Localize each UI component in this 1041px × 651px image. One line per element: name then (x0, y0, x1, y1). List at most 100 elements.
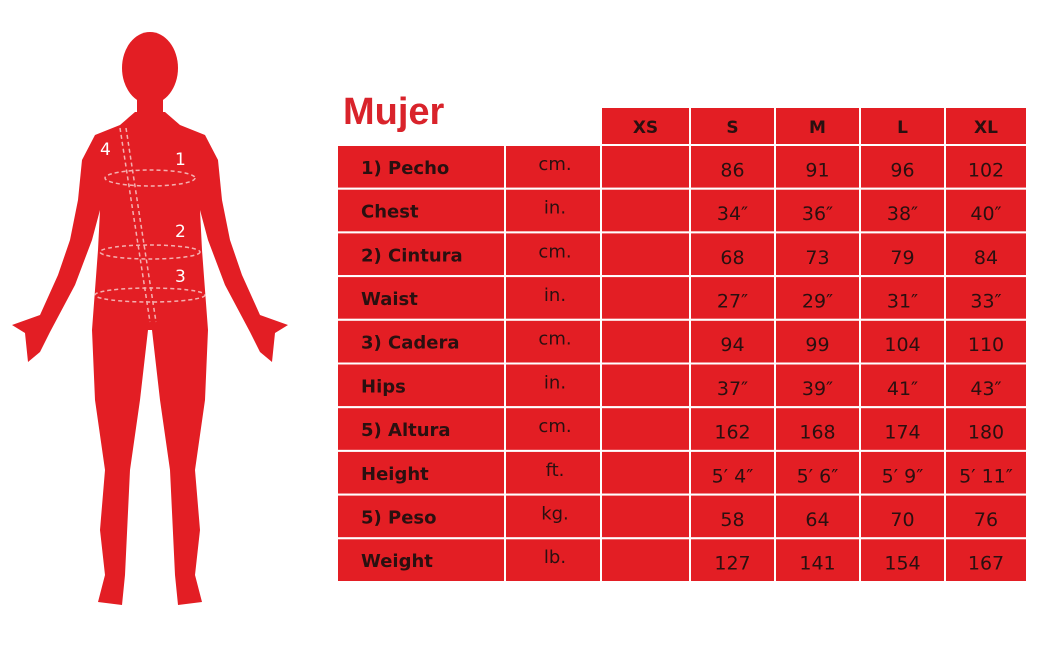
label-cell (336, 406, 506, 452)
value-cell (600, 493, 691, 540)
value-cell (600, 144, 691, 190)
row-label: Hips (361, 376, 406, 397)
value-cell (944, 449, 1028, 496)
value-cell (944, 144, 1028, 190)
label-cell (336, 449, 506, 496)
size-value: 41″ (887, 378, 918, 400)
size-value: 37″ (717, 378, 748, 400)
value-cell (944, 231, 1028, 278)
row-label: 3) Cadera (361, 333, 460, 354)
figure-label: 1 (175, 150, 186, 170)
size-value: 127 (714, 553, 750, 575)
size-value: 39″ (802, 378, 833, 400)
size-header: XS (633, 118, 658, 138)
value-cell (774, 144, 861, 190)
value-cell (689, 362, 776, 409)
size-header: L (897, 118, 908, 138)
row-unit: in. (544, 372, 566, 393)
size-value: 68 (720, 247, 744, 269)
size-value: 5′ 6″ (797, 465, 839, 487)
size-value: 86 (720, 159, 744, 181)
size-value: 73 (805, 247, 829, 269)
value-cell (600, 449, 691, 496)
size-value: 27″ (717, 290, 748, 312)
value-cell (859, 362, 946, 409)
row-unit: lb. (544, 547, 566, 568)
size-value: 58 (720, 509, 744, 531)
value-cell (944, 318, 1028, 365)
value-cell (689, 449, 776, 496)
value-cell (944, 493, 1028, 540)
value-cell (600, 275, 691, 321)
unit-cell (504, 449, 602, 496)
unit-cell (504, 144, 602, 190)
value-cell (774, 493, 861, 540)
value-cell (689, 537, 776, 583)
row-label: 1) Pecho (361, 158, 449, 179)
row-label: Weight (361, 551, 433, 572)
size-value: 5′ 11″ (959, 465, 1013, 487)
row-unit: cm. (538, 416, 571, 437)
value-cell (944, 362, 1028, 409)
figure-label: 4 (100, 140, 111, 160)
row-unit: cm. (538, 154, 571, 175)
size-value: 94 (720, 334, 744, 356)
label-cell (336, 537, 506, 583)
size-value: 38″ (887, 203, 918, 225)
row-unit: in. (544, 285, 566, 306)
size-value: 91 (805, 159, 829, 181)
size-value: 162 (714, 422, 750, 444)
size-header: S (726, 118, 738, 138)
value-cell (689, 231, 776, 278)
size-header: M (809, 118, 826, 138)
size-value: 110 (968, 334, 1004, 356)
row-unit: cm. (538, 241, 571, 262)
size-value: 34″ (717, 203, 748, 225)
size-value: 167 (968, 553, 1004, 575)
size-value: 70 (890, 509, 914, 531)
value-cell (689, 406, 776, 452)
size-value: 104 (884, 334, 920, 356)
label-cell (336, 187, 506, 234)
size-value: 99 (805, 334, 829, 356)
size-value: 174 (884, 422, 920, 444)
size-value: 40″ (970, 203, 1001, 225)
value-cell (944, 275, 1028, 321)
size-value: 43″ (970, 378, 1001, 400)
value-cell (859, 537, 946, 583)
value-cell (944, 187, 1028, 234)
unit-cell (504, 493, 602, 540)
size-value: 76 (974, 509, 998, 531)
size-value: 84 (974, 247, 998, 269)
value-cell (859, 493, 946, 540)
row-unit: kg. (541, 503, 569, 524)
value-cell (600, 537, 691, 583)
size-value: 33″ (970, 290, 1001, 312)
value-cell (600, 362, 691, 409)
figure-label: 2 (175, 222, 186, 242)
size-value: 5′ 4″ (712, 465, 754, 487)
label-cell (336, 231, 506, 278)
unit-cell (504, 537, 602, 583)
size-value: 180 (968, 422, 1004, 444)
row-label: 5) Altura (361, 420, 451, 441)
row-label: Waist (361, 289, 418, 310)
row-unit: cm. (538, 329, 571, 350)
row-unit: in. (544, 198, 566, 219)
label-cell (336, 493, 506, 540)
value-cell (859, 231, 946, 278)
header-cell (689, 106, 776, 146)
body-figure: 1 2 3 4 (12, 32, 288, 605)
size-value: 5′ 9″ (882, 465, 924, 487)
value-cell (600, 187, 691, 234)
value-cell (600, 318, 691, 365)
size-value: 141 (799, 553, 835, 575)
value-cell (774, 187, 861, 234)
row-label: Chest (361, 202, 419, 223)
size-header: XL (974, 118, 998, 138)
value-cell (859, 187, 946, 234)
value-cell (774, 537, 861, 583)
value-cell (944, 406, 1028, 452)
value-cell (689, 187, 776, 234)
